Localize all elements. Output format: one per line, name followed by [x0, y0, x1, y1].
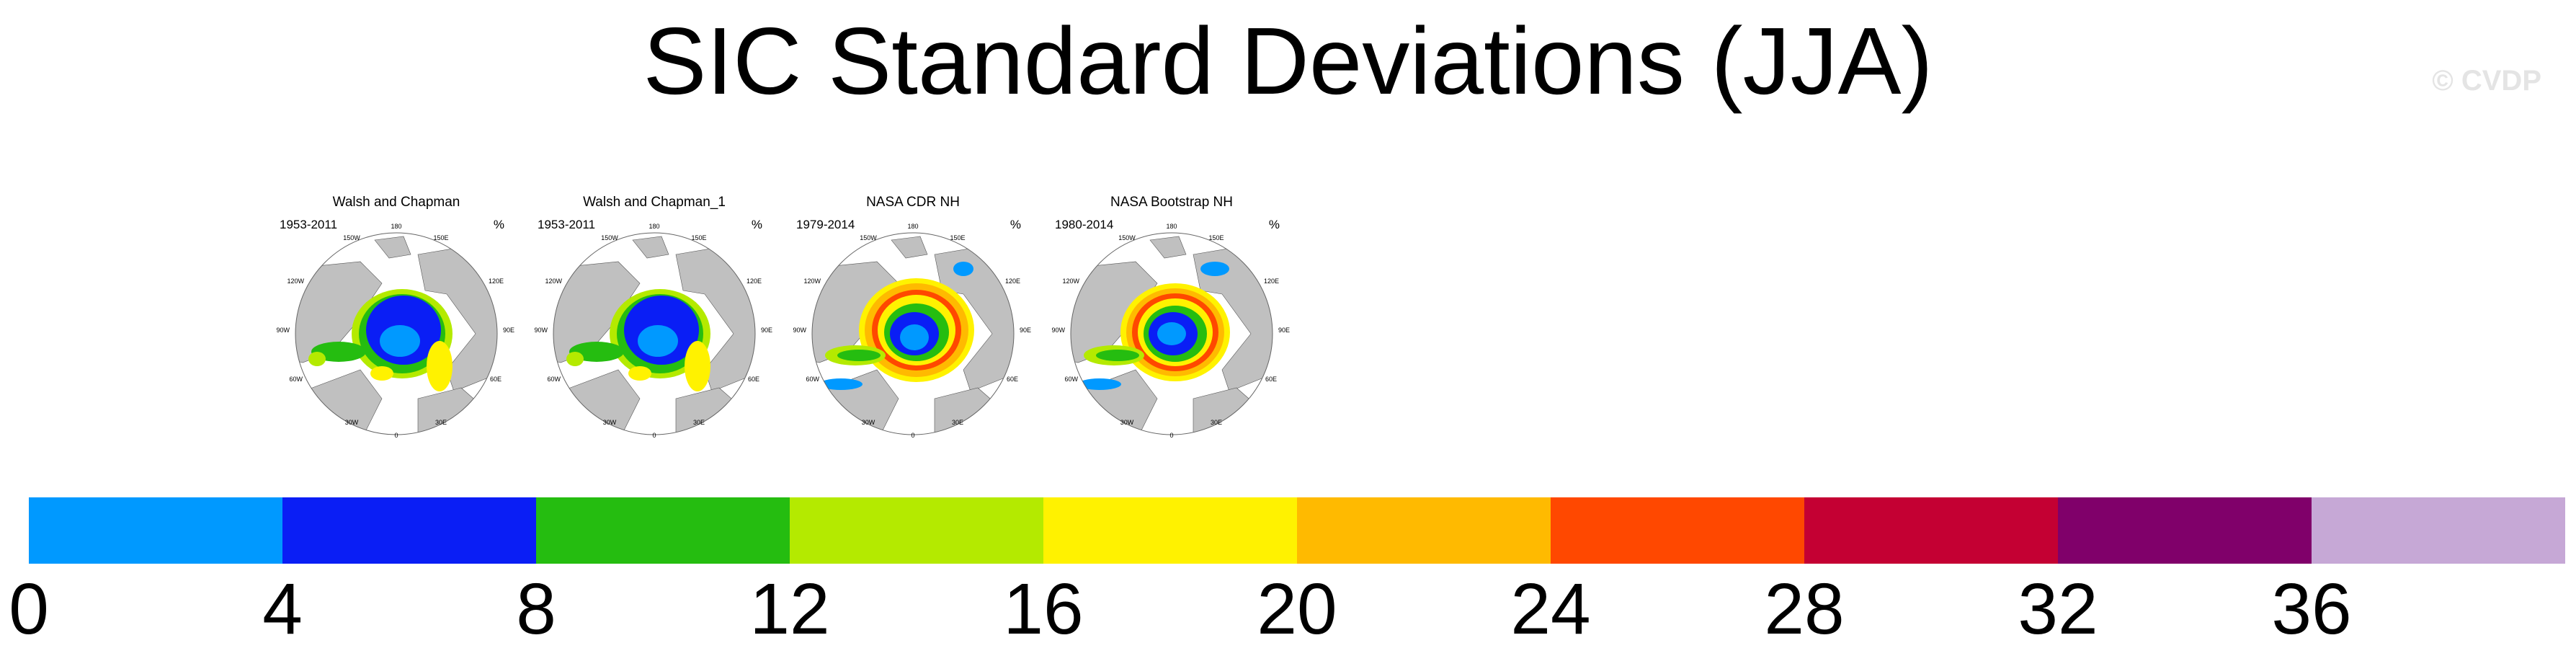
longitude-label: 0	[652, 432, 656, 439]
longitude-label: 30E	[693, 419, 705, 426]
longitude-label: 60E	[1007, 376, 1018, 383]
longitude-label: 120W	[287, 278, 304, 285]
map-panel: Walsh and Chapman 1953-2011% 180 150W 150E 12…	[274, 191, 519, 458]
longitude-label: 120W	[545, 278, 562, 285]
longitude-label: 30E	[435, 419, 447, 426]
colorbar-tick-label: 36	[2271, 569, 2352, 649]
longitude-label: 30E	[952, 419, 963, 426]
panel-period: 1980-2014	[1055, 218, 1114, 231]
colorbar-tick-label: 32	[2018, 569, 2098, 649]
panel-period: 1953-2011	[538, 218, 596, 231]
figure-title: SIC Standard Deviations (JJA)	[643, 8, 1933, 114]
longitude-label: 180	[907, 223, 918, 230]
colorbar	[29, 497, 2565, 564]
longitude-label: 180	[649, 223, 659, 230]
longitude-label: 150E	[950, 234, 965, 241]
colorbar-labels: 0 4 8 12 16 20 24 28 32 36	[0, 566, 2576, 652]
colorbar-tick-label: 4	[262, 569, 303, 649]
panel-unit: %	[493, 218, 504, 231]
colorbar-tick-label: 16	[1003, 569, 1084, 649]
panel-title: Walsh and Chapman_1	[583, 195, 726, 210]
longitude-label: 60E	[748, 376, 759, 383]
longitude-label: 180	[1166, 223, 1177, 230]
polar-map: 180 150W 150E 120W 120E 90W 90E 60W 60E 30W 30E 0	[1051, 223, 1290, 439]
longitude-label: 0	[911, 432, 914, 439]
colorbar-segment	[1804, 497, 2058, 564]
panel-period: 1979-2014	[796, 218, 855, 231]
longitude-label: 0	[394, 432, 398, 439]
colorbar-tick-label: 24	[1510, 569, 1591, 649]
panel-unit: %	[1010, 218, 1021, 231]
longitude-label: 150E	[1208, 234, 1224, 241]
longitude-label: 60E	[1265, 376, 1277, 383]
cvdp-watermark: © CVDP	[2432, 65, 2541, 97]
longitude-label: 150W	[1118, 234, 1136, 241]
longitude-label: 90W	[793, 327, 806, 334]
panel-title: NASA Bootstrap NH	[1110, 195, 1234, 210]
longitude-label: 120E	[1005, 278, 1020, 285]
longitude-label: 90E	[503, 327, 514, 334]
colorbar-segment	[1043, 497, 1297, 564]
longitude-label: 120E	[746, 278, 762, 285]
longitude-label: 150W	[343, 234, 360, 241]
longitude-label: 30E	[1211, 419, 1222, 426]
polar-map: 180 150W 150E 120W 120E 90W 90E 60W 60E 30W 30E 0	[793, 223, 1031, 439]
longitude-label: 60W	[289, 376, 303, 383]
longitude-label: 90E	[761, 327, 772, 334]
panel-unit: %	[751, 218, 762, 231]
longitude-label: 90W	[1051, 327, 1065, 334]
colorbar-segment	[29, 497, 282, 564]
colorbar-tick-label: 8	[516, 569, 556, 649]
longitude-label: 30W	[862, 419, 875, 426]
longitude-label: 90W	[276, 327, 290, 334]
colorbar-segment	[2312, 497, 2565, 564]
colorbar-tick-label: 0	[9, 569, 49, 649]
colorbar-segment	[1297, 497, 1551, 564]
polar-map: 180 150W 150E 120W 120E 90W 90E 60W 60E 30W 30E 0	[534, 223, 772, 439]
polar-map: 180 150W 150E 120W 120E 90W 90E 60W 60E 30W 30E 0	[276, 223, 514, 439]
longitude-label: 180	[391, 223, 401, 230]
longitude-label: 150W	[860, 234, 877, 241]
longitude-label: 150E	[433, 234, 448, 241]
colorbar-segment	[282, 497, 536, 564]
longitude-label: 0	[1169, 432, 1173, 439]
longitude-label: 60W	[806, 376, 819, 383]
colorbar-tick-label: 20	[1257, 569, 1337, 649]
longitude-label: 90W	[534, 327, 548, 334]
panel-title: Walsh and Chapman	[332, 195, 460, 210]
colorbar-segment	[790, 497, 1043, 564]
colorbar-segment	[536, 497, 790, 564]
colorbar-tick-label: 28	[1764, 569, 1845, 649]
longitude-label: 120W	[1062, 278, 1079, 285]
longitude-label: 150W	[601, 234, 618, 241]
map-panel: NASA Bootstrap NH 1980-2014% 180 150W 150E 12…	[1049, 191, 1294, 458]
longitude-label: 90E	[1278, 327, 1290, 334]
colorbar-tick-label: 12	[749, 569, 830, 649]
longitude-label: 60E	[490, 376, 502, 383]
longitude-label: 30W	[345, 419, 359, 426]
panel-period: 1953-2011	[280, 218, 338, 231]
longitude-label: 90E	[1020, 327, 1031, 334]
panel-title: NASA CDR NH	[866, 195, 960, 210]
panel-unit: %	[1268, 218, 1280, 231]
map-panel: NASA CDR NH 1979-2014% 180 150W 150E 120W 120E…	[790, 191, 1035, 458]
map-panel: Walsh and Chapman_1 1953-2011% 180 150W 150E…	[532, 191, 777, 458]
longitude-label: 120E	[489, 278, 504, 285]
colorbar-segment	[2058, 497, 2312, 564]
longitude-label: 60W	[1064, 376, 1078, 383]
longitude-label: 30W	[603, 419, 617, 426]
longitude-label: 120W	[803, 278, 821, 285]
colorbar-segment	[1551, 497, 1804, 564]
longitude-label: 60W	[547, 376, 561, 383]
longitude-label: 120E	[1264, 278, 1279, 285]
longitude-label: 30W	[1120, 419, 1134, 426]
longitude-label: 150E	[691, 234, 706, 241]
